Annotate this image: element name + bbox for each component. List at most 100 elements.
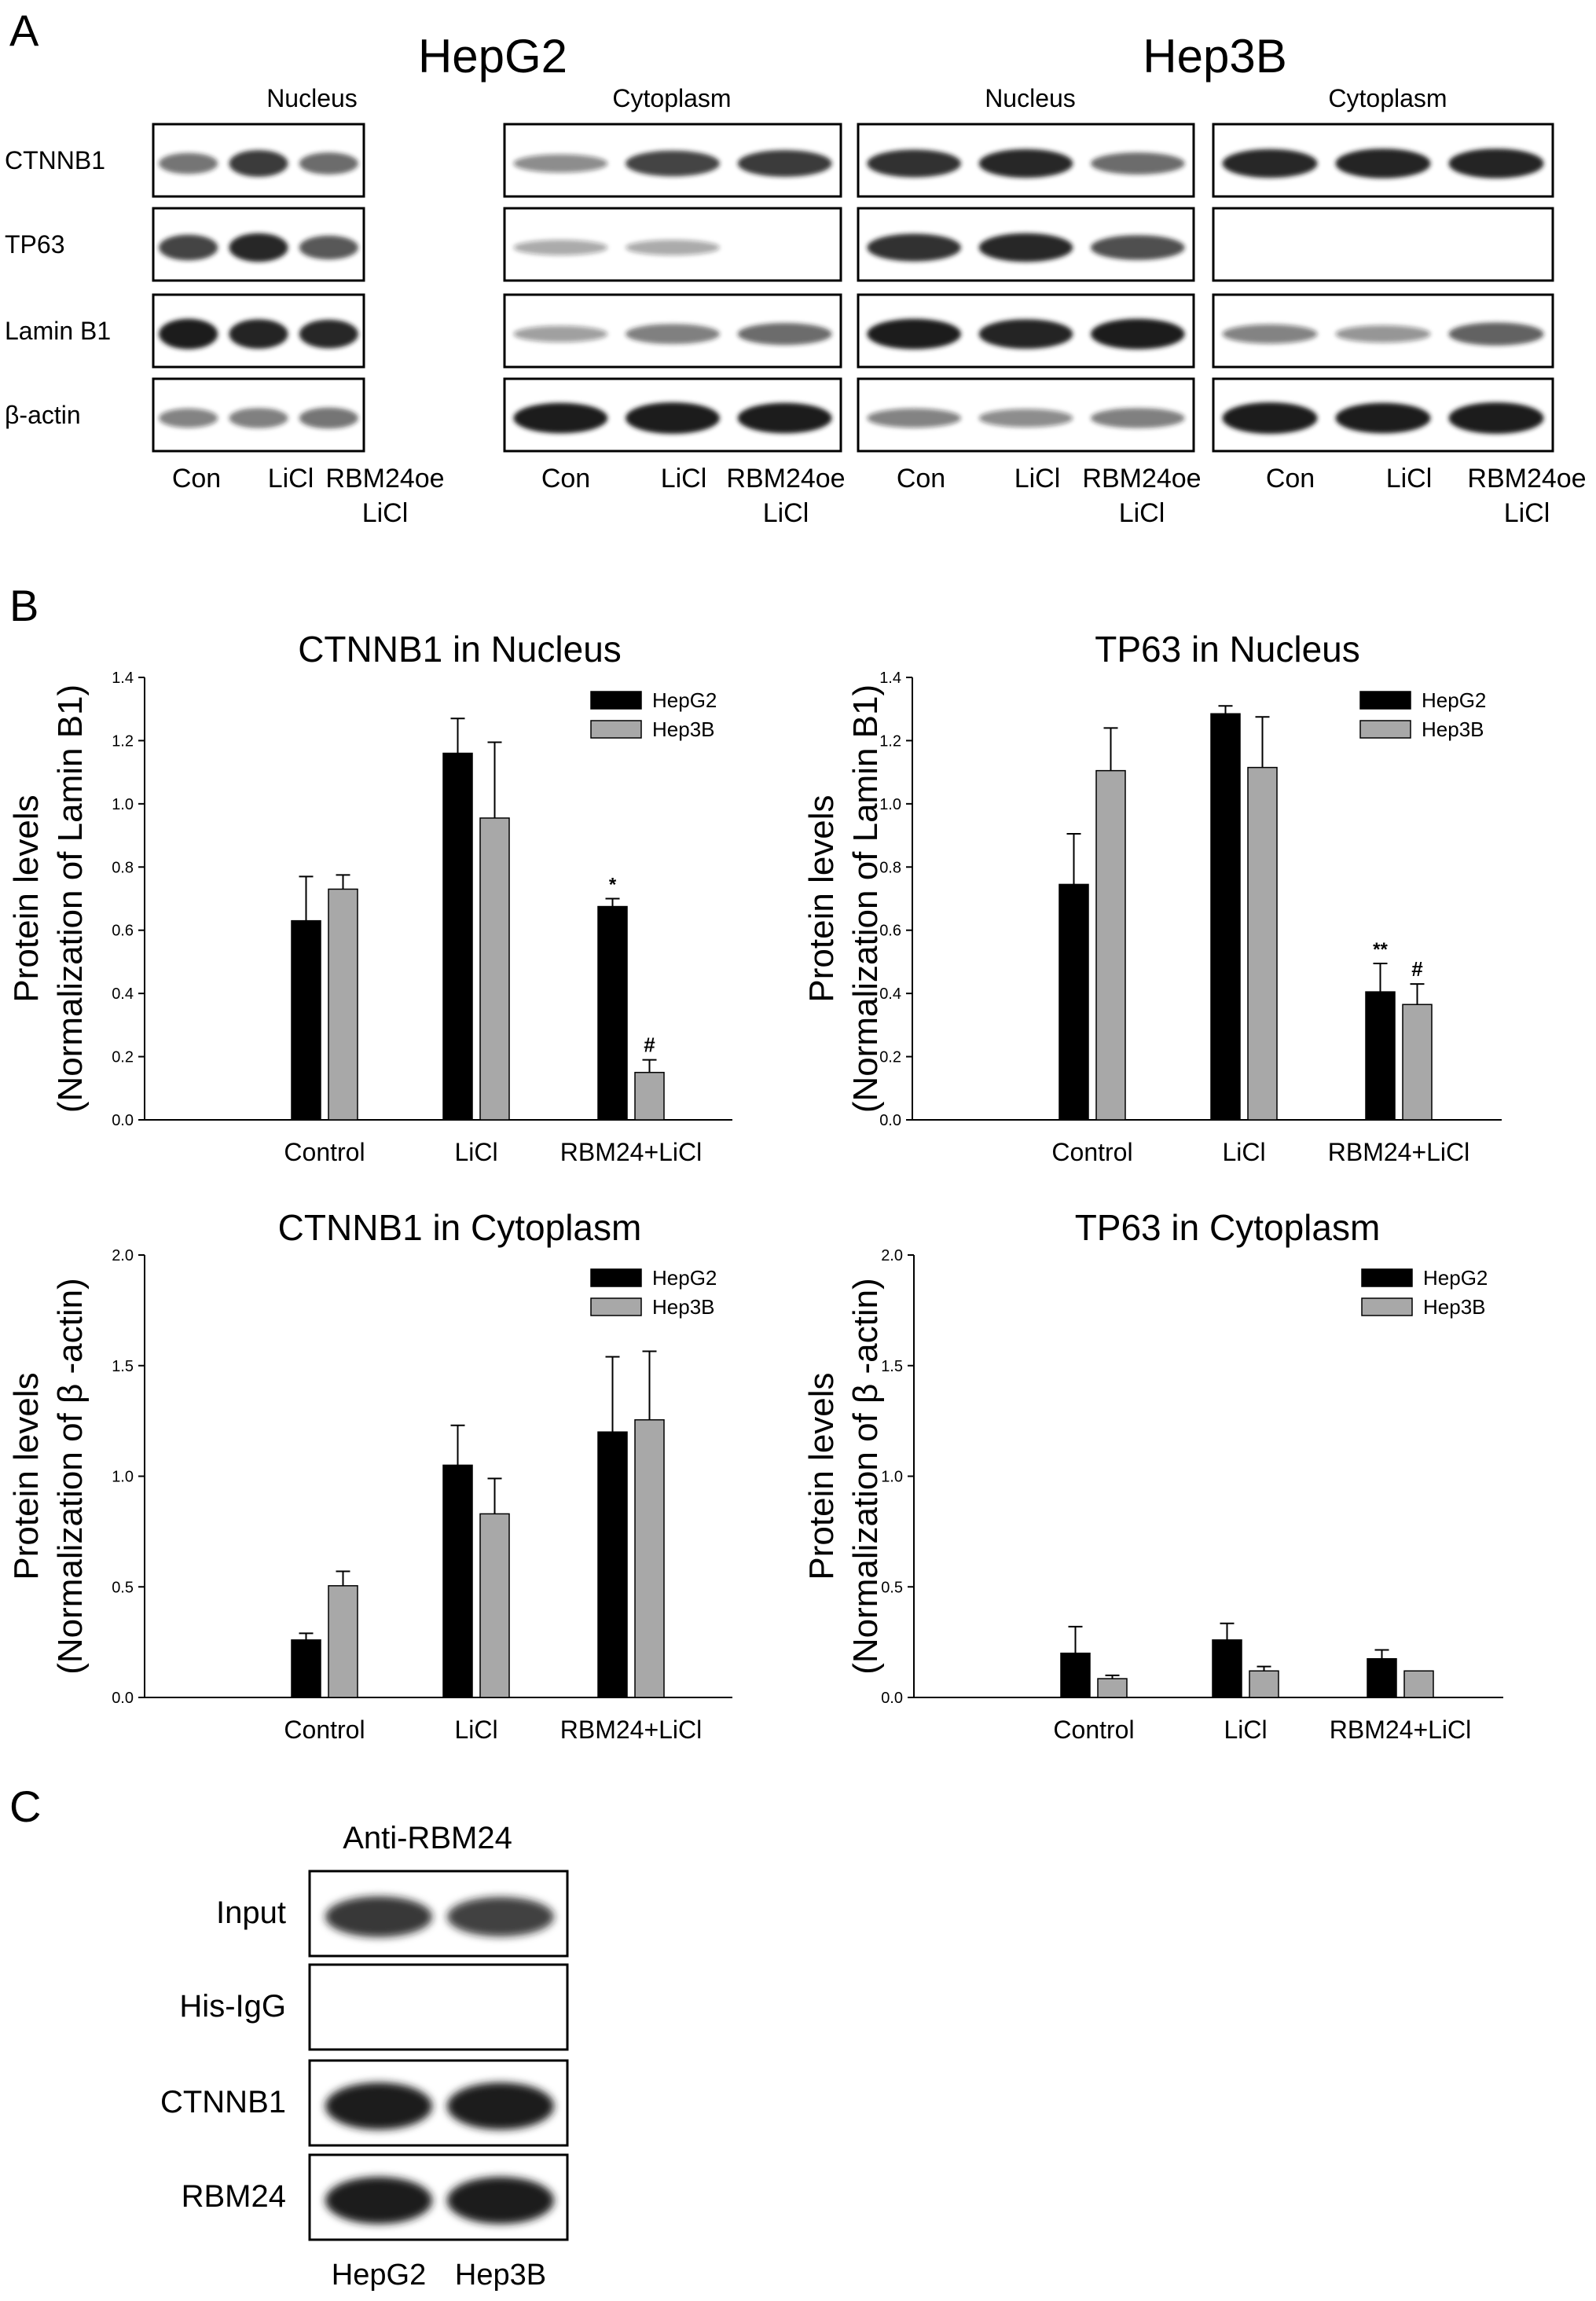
fraction-label: Cytoplasm [612, 84, 731, 112]
bar [328, 888, 358, 1121]
panel-b: B CTNNB1 in Nucleus 0.0 0.2 0.4 0.6 0.8 1.0 1.2 1… [7, 581, 1503, 1744]
legend-label: HepG2 [652, 688, 717, 712]
y-tick-label: 1.0 [112, 796, 134, 813]
legend-swatch [1361, 1268, 1413, 1287]
protein-band [978, 233, 1073, 262]
lane-label: Hep3B [455, 2259, 546, 2292]
y-tick-label: 1.5 [112, 1358, 134, 1375]
cell-line-title: HepG2 [418, 30, 567, 83]
protein-band [299, 152, 358, 174]
protein-band [229, 408, 288, 428]
protein-band [1222, 149, 1318, 178]
significance-mark: * [609, 875, 617, 896]
legend-swatch [590, 720, 642, 739]
protein-band [299, 407, 358, 429]
panel-letter-a: A [9, 6, 39, 55]
y-tick-label: 1.0 [879, 796, 901, 813]
bar [328, 1585, 358, 1698]
protein-band [1448, 322, 1544, 346]
blot-row-label: TP63 [5, 230, 64, 259]
x-tick-label: RBM24+LiCl [1328, 1138, 1470, 1166]
y-axis-label: Protein levels [802, 795, 841, 1002]
protein-band [159, 318, 218, 350]
y-tick-label: 0.6 [112, 923, 134, 940]
protein-band [1335, 325, 1431, 343]
blot-row-label: CTNNB1 [160, 2085, 286, 2119]
x-tick-label: RBM24+LiCl [1330, 1716, 1472, 1744]
protein-band [626, 240, 720, 255]
bar [1249, 1670, 1279, 1698]
y-tick-label: 0.2 [112, 1049, 134, 1066]
bar [1247, 766, 1278, 1121]
y-tick-label: 0.0 [112, 1690, 134, 1707]
chart-title: CTNNB1 in Nucleus [298, 629, 622, 670]
bar [1060, 1652, 1091, 1698]
lane-label: LiCl [1504, 498, 1550, 528]
bar [291, 1639, 321, 1698]
chart-title: CTNNB1 in Cytoplasm [278, 1207, 642, 1248]
fraction-label: Cytoplasm [1328, 84, 1447, 112]
fraction-label: Nucleus [985, 84, 1076, 112]
protein-band [737, 402, 832, 434]
protein-band [1091, 318, 1185, 350]
protein-band [867, 233, 961, 262]
panel-letter-c: C [9, 1782, 41, 1831]
x-tick-label: LiCl [1222, 1138, 1265, 1166]
bar [597, 1431, 628, 1698]
y-tick-label: 1.4 [879, 670, 901, 687]
protein-band [299, 319, 358, 349]
protein-band [447, 2177, 554, 2224]
x-tick-label: Control [284, 1138, 365, 1166]
lane-label: RBM24oe [726, 464, 845, 494]
legend-label: Hep3B [652, 717, 715, 741]
bar-chart: CTNNB1 in Cytoplasm 0.0 0.5 1.0 1.5 2.0 Protei… [7, 1207, 732, 1744]
blot-row-label: Input [216, 1895, 286, 1930]
lane-label: HepG2 [332, 2259, 426, 2292]
lane-label: RBM24oe [1467, 464, 1586, 494]
protein-band [867, 149, 961, 178]
bar [1058, 883, 1089, 1121]
legend-swatch [590, 1297, 642, 1316]
legend-swatch [1359, 691, 1411, 710]
y-tick-label: 0.5 [881, 1579, 903, 1596]
y-tick-label: 0.8 [112, 859, 134, 876]
bar [291, 919, 321, 1121]
x-tick-label: RBM24+LiCl [560, 1138, 703, 1166]
protein-band [159, 234, 218, 261]
protein-band [1222, 402, 1318, 434]
protein-band [513, 240, 608, 255]
protein-band [299, 235, 358, 260]
protein-band [447, 1896, 554, 1937]
protein-band [737, 150, 832, 177]
panel-letter-b: B [9, 581, 39, 630]
y-tick-label: 1.5 [881, 1358, 903, 1375]
y-axis-label: (Normalization of Lamin B1) [51, 684, 90, 1113]
legend-label: HepG2 [1423, 1266, 1488, 1290]
y-tick-label: 1.0 [881, 1469, 903, 1486]
bar [479, 1513, 510, 1698]
y-axis-label: (Normalization of β -actin) [51, 1278, 90, 1675]
bar [1365, 991, 1396, 1121]
y-tick-label: 0.6 [879, 923, 901, 940]
y-tick-label: 1.4 [112, 670, 134, 687]
y-tick-label: 0.5 [112, 1579, 134, 1596]
legend-label: HepG2 [1422, 688, 1486, 712]
protein-band [513, 325, 608, 343]
protein-band [626, 324, 720, 344]
protein-band [325, 2177, 432, 2224]
protein-band [978, 149, 1073, 178]
blot-frame [308, 1963, 569, 2051]
protein-band [159, 408, 218, 428]
y-tick-label: 1.0 [112, 1469, 134, 1486]
protein-band [1448, 402, 1544, 434]
x-tick-label: Control [1051, 1138, 1132, 1166]
bar [442, 752, 473, 1121]
lane-label: LiCl [268, 464, 314, 494]
bar [634, 1071, 665, 1121]
y-tick-label: 0.4 [112, 985, 134, 1003]
protein-band [447, 2083, 554, 2130]
y-tick-label: 0.0 [112, 1112, 134, 1129]
bar-chart: TP63 in Cytoplasm 0.0 0.5 1.0 1.5 2.0 Protein … [802, 1207, 1503, 1744]
y-tick-label: 0.0 [881, 1690, 903, 1707]
